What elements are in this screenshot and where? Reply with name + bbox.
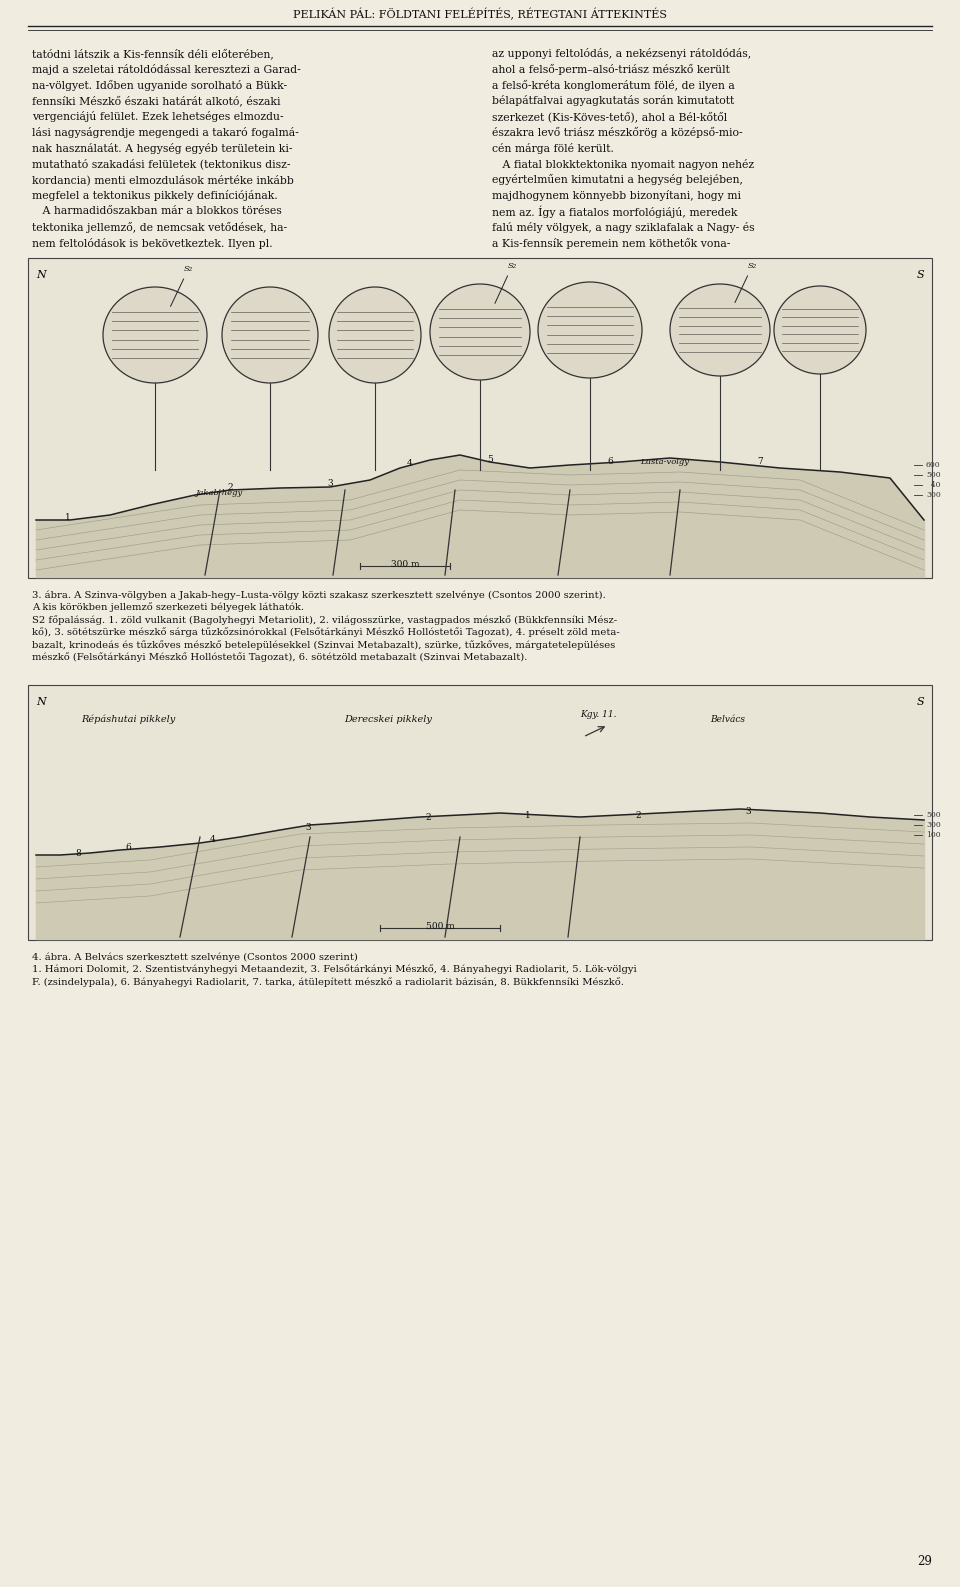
- Text: 600: 600: [926, 460, 941, 470]
- Ellipse shape: [430, 284, 530, 379]
- Text: majdhogynem könnyebb bizonyítani, hogy mi: majdhogynem könnyebb bizonyítani, hogy m…: [492, 190, 741, 202]
- Text: az upponyi feltolódás, a nekézsenyi rátoldódás,: az upponyi feltolódás, a nekézsenyi ráto…: [492, 48, 752, 59]
- Text: Jakab-hegy: Jakab-hegy: [195, 489, 242, 497]
- Text: tektonika jellemző, de nemcsak vetődések, ha-: tektonika jellemző, de nemcsak vetődések…: [32, 222, 287, 233]
- Text: 4: 4: [210, 835, 216, 844]
- Text: ahol a felső-perm–alsó-triász mészkő került: ahol a felső-perm–alsó-triász mészkő ker…: [492, 63, 730, 75]
- Text: 3. ábra. A Szinva-völgyben a Jakab-hegy–Lusta-völgy közti szakasz szerkesztett s: 3. ábra. A Szinva-völgyben a Jakab-hegy–…: [32, 590, 606, 600]
- Text: A harmadidőszakban már a blokkos töréses: A harmadidőszakban már a blokkos töréses: [32, 206, 281, 216]
- Text: 500: 500: [926, 811, 941, 819]
- Text: nem az. Így a fiatalos morfológiájú, meredek: nem az. Így a fiatalos morfológiájú, mer…: [492, 206, 737, 219]
- Bar: [28, 259, 932, 578]
- Text: 100: 100: [926, 832, 941, 840]
- Text: 300: 300: [926, 490, 941, 498]
- Text: S₂: S₂: [183, 265, 193, 273]
- Ellipse shape: [670, 284, 770, 376]
- Text: N: N: [36, 270, 46, 279]
- Text: kordancia) menti elmozdulások mértéke inkább: kordancia) menti elmozdulások mértéke in…: [32, 175, 294, 186]
- Text: a Kis-fennsík peremein nem köthetők vona-: a Kis-fennsík peremein nem köthetők vona…: [492, 238, 731, 249]
- Text: északra levő triász mészkőrög a középső-mio-: északra levő triász mészkőrög a középső-…: [492, 127, 743, 138]
- Text: vergenciájú felület. Ezek lehetséges elmozdu-: vergenciájú felület. Ezek lehetséges elm…: [32, 111, 283, 122]
- Text: Lusta-völgy: Lusta-völgy: [640, 459, 689, 467]
- Text: a felső-kréta konglomerátum fölé, de ilyen a: a felső-kréta konglomerátum fölé, de ily…: [492, 79, 734, 90]
- Text: nem feltolódások is bekövetkeztek. Ilyen pl.: nem feltolódások is bekövetkeztek. Ilyen…: [32, 238, 273, 249]
- Text: 3: 3: [745, 806, 751, 816]
- Text: 500: 500: [926, 471, 941, 479]
- Text: szerkezet (Kis-Köves-tető), ahol a Bél-kőtől: szerkezet (Kis-Köves-tető), ahol a Bél-k…: [492, 111, 728, 122]
- Text: falú mély völgyek, a nagy sziklafalak a Nagy- és: falú mély völgyek, a nagy sziklafalak a …: [492, 222, 755, 233]
- Text: 8: 8: [75, 849, 81, 857]
- Text: 7: 7: [757, 457, 763, 467]
- Text: megfelel a tektonikus pikkely definíciójának.: megfelel a tektonikus pikkely definíciój…: [32, 190, 277, 202]
- Text: Derecskei pikkely: Derecskei pikkely: [344, 716, 432, 724]
- Text: 6: 6: [125, 843, 131, 852]
- Bar: [28, 686, 932, 940]
- Text: tatódni látszik a Kis-fennsík déli előterében,: tatódni látszik a Kis-fennsík déli előte…: [32, 48, 274, 59]
- Text: 2: 2: [425, 813, 431, 822]
- Text: nak használatát. A hegység egyéb területein ki-: nak használatát. A hegység egyéb terület…: [32, 143, 293, 154]
- Text: F. (zsindelypala), 6. Bányahegyi Radiolarit, 7. tarka, átülepített mészkő a radi: F. (zsindelypala), 6. Bányahegyi Radiola…: [32, 978, 624, 987]
- Text: A fiatal blokktektonika nyomait nagyon nehéz: A fiatal blokktektonika nyomait nagyon n…: [492, 159, 755, 170]
- Text: mészkő (Felsőtárkányi Mészkő Hollóstetői Tagozat), 6. sötétzöld metabazalt (Szin: mészkő (Felsőtárkányi Mészkő Hollóstetői…: [32, 652, 527, 662]
- Text: S₂: S₂: [508, 262, 516, 270]
- Text: 1: 1: [525, 811, 531, 819]
- Ellipse shape: [538, 282, 642, 378]
- Text: 4. ábra. A Belvács szerkesztett szelvénye (Csontos 2000 szerint): 4. ábra. A Belvács szerkesztett szelvény…: [32, 952, 358, 962]
- Text: na-völgyet. Időben ugyanide sorolható a Bükk-: na-völgyet. Időben ugyanide sorolható a …: [32, 79, 287, 90]
- Text: egyértelműen kimutatni a hegység belejében,: egyértelműen kimutatni a hegység belejéb…: [492, 175, 743, 186]
- Text: S: S: [917, 270, 924, 279]
- Text: 300 m: 300 m: [391, 560, 420, 570]
- Ellipse shape: [103, 287, 207, 382]
- Text: mutatható szakadási felületek (tektonikus disz-: mutatható szakadási felületek (tektoniku…: [32, 159, 291, 170]
- Text: 300: 300: [926, 820, 941, 828]
- Text: 29: 29: [917, 1555, 932, 1568]
- Text: N: N: [36, 697, 46, 706]
- Text: cén márga fölé került.: cén márga fölé került.: [492, 143, 613, 154]
- Text: 4: 4: [407, 459, 413, 468]
- Text: majd a szeletai rátoldódással keresztezi a Garad-: majd a szeletai rátoldódással keresztezi…: [32, 63, 300, 75]
- Text: S2 főpalásság. 1. zöld vulkanit (Bagolyhegyi Metariolit), 2. világosszürke, vast: S2 főpalásság. 1. zöld vulkanit (Bagolyh…: [32, 616, 617, 625]
- Text: S₂: S₂: [748, 262, 756, 270]
- Ellipse shape: [774, 286, 866, 375]
- Text: 6: 6: [607, 457, 612, 467]
- Text: bazalt, krinodeás és tűzkőves mészkő betelepülésekkel (Szinvai Metabazalt), szür: bazalt, krinodeás és tűzkőves mészkő bet…: [32, 640, 615, 649]
- Text: PELIKÁN PÁL: FÖLDTANI FELÉPÍTÉS, RÉTEGTANI ÁTTEKINTÉS: PELIKÁN PÁL: FÖLDTANI FELÉPÍTÉS, RÉTEGTA…: [293, 8, 667, 21]
- Text: A kis körökben jellemző szerkezeti bélyegek láthatók.: A kis körökben jellemző szerkezeti bélye…: [32, 603, 304, 613]
- Text: 2: 2: [636, 811, 641, 819]
- Text: bélapátfalvai agyagkutatás során kimutatott: bélapátfalvai agyagkutatás során kimutat…: [492, 95, 734, 106]
- Ellipse shape: [222, 287, 318, 382]
- Text: 3: 3: [327, 479, 333, 487]
- Ellipse shape: [329, 287, 421, 382]
- Text: Belvács: Belvács: [710, 716, 746, 724]
- Text: S: S: [917, 697, 924, 706]
- Text: Répáshutai pikkely: Répáshutai pikkely: [81, 716, 175, 725]
- Text: 1: 1: [65, 514, 71, 522]
- Text: 500 m: 500 m: [425, 922, 454, 932]
- Text: 3: 3: [305, 822, 311, 832]
- Text: fennsíki Mészkő északi határát alkotó, északi: fennsíki Mészkő északi határát alkotó, é…: [32, 95, 280, 106]
- Text: 2: 2: [228, 484, 233, 492]
- Text: 40: 40: [926, 481, 941, 489]
- Text: 5: 5: [487, 455, 492, 465]
- Text: lási nagyságrendje megengedi a takaró fogalmá-: lási nagyságrendje megengedi a takaró fo…: [32, 127, 299, 138]
- Text: kő), 3. sötétszürke mészkő sárga tűzkőzsinórokkal (Felsőtárkányi Mészkő Hollóste: kő), 3. sötétszürke mészkő sárga tűzkőzs…: [32, 627, 620, 638]
- Text: 1. Hámori Dolomit, 2. Szentistványhegyi Metaandezit, 3. Felsőtárkányi Mészkő, 4.: 1. Hámori Dolomit, 2. Szentistványhegyi …: [32, 965, 636, 974]
- Text: Kgy. 11.: Kgy. 11.: [580, 709, 616, 719]
